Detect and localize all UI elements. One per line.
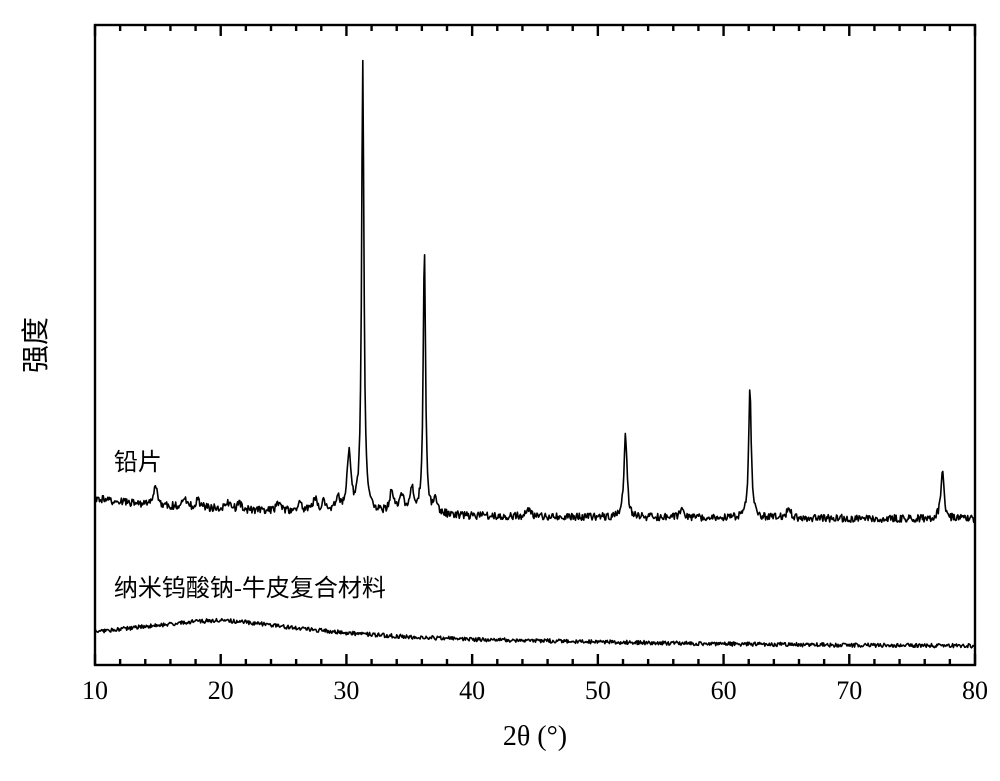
trace-label-lead-sheet: 铅片 — [114, 449, 162, 476]
x-tick-label: 60 — [711, 676, 737, 705]
x-tick-label: 50 — [585, 676, 611, 705]
x-tick-label: 10 — [82, 676, 108, 705]
x-axis-label: 2θ (°) — [503, 721, 567, 752]
x-tick-label: 80 — [962, 676, 988, 705]
trace-label-nano-sodium-tungstate-leather-composite: 纳米钨酸钠-牛皮复合材料 — [114, 575, 386, 602]
chart-svg: 10 20 30 40 50 60 70 80 2θ (°) 强度铅片纳米钨酸钠-牛皮复合材料 — [0, 0, 1000, 776]
x-tick-label: 70 — [836, 676, 862, 705]
y-axis-label: 强度 — [20, 317, 52, 373]
xrd-chart: 10 20 30 40 50 60 70 80 2θ (°) 强度铅片纳米钨酸钠-牛皮复合材料 — [0, 0, 1000, 776]
x-tick-label: 20 — [208, 676, 234, 705]
x-tick-label: 30 — [333, 676, 359, 705]
x-tick-label: 40 — [459, 676, 485, 705]
